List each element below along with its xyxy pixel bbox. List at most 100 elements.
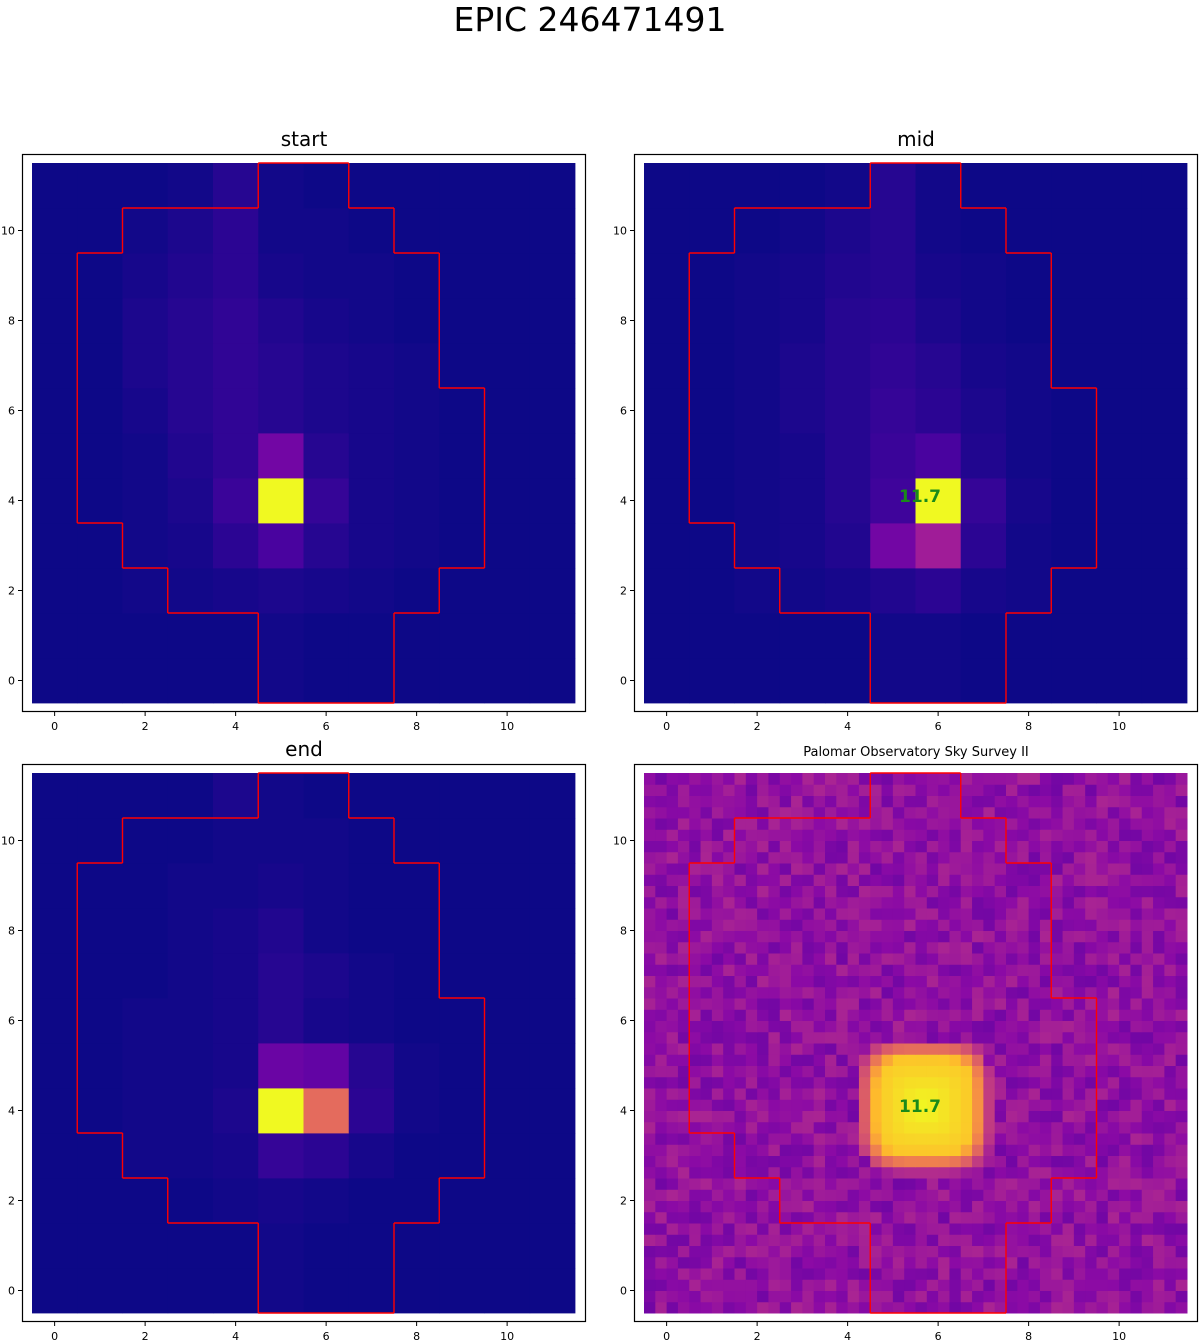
pixel-cell: [213, 388, 259, 434]
pixel-cell: [303, 818, 350, 864]
pixel-cell: [394, 388, 440, 434]
image-pixel: [1073, 896, 1086, 909]
image-pixel: [825, 908, 837, 920]
image-pixel: [983, 930, 996, 943]
image-pixel: [1073, 1054, 1086, 1066]
image-pixel: [1062, 975, 1075, 988]
image-pixel: [768, 1211, 781, 1224]
image-pixel: [938, 806, 950, 819]
image-pixel: [1039, 784, 1052, 796]
image-pixel: [847, 874, 860, 886]
image-pixel: [870, 1144, 883, 1156]
image-pixel: [666, 998, 679, 1010]
image-pixel: [938, 1043, 950, 1055]
image-pixel: [644, 874, 656, 886]
pixel-cell: [167, 523, 214, 569]
image-pixel: [1006, 829, 1018, 841]
image-pixel: [1051, 1110, 1064, 1123]
image-pixel: [791, 1020, 803, 1033]
image-pixel: [983, 1009, 996, 1021]
pixel-cell: [529, 253, 576, 299]
image-pixel: [904, 1133, 916, 1145]
image-pixel: [813, 1189, 826, 1201]
image-pixel: [1096, 773, 1109, 785]
image-pixel: [949, 1301, 962, 1314]
image-pixel: [689, 1031, 702, 1044]
image-pixel: [836, 919, 849, 931]
image-pixel: [1006, 863, 1018, 875]
image-pixel: [644, 1166, 656, 1179]
image-pixel: [1051, 1031, 1064, 1044]
image-pixel: [689, 1043, 702, 1055]
pixel-cell: [348, 568, 395, 614]
image-pixel: [881, 1110, 894, 1123]
image-pixel: [813, 998, 826, 1010]
image-pixel: [1153, 953, 1165, 965]
image-pixel: [745, 1121, 758, 1134]
image-pixel: [1051, 784, 1064, 796]
image-pixel: [1153, 1189, 1165, 1201]
image-pixel: [644, 1009, 656, 1021]
image-pixel: [655, 1043, 668, 1055]
image-pixel: [836, 1009, 849, 1021]
image-pixel: [858, 1290, 871, 1303]
image-pixel: [870, 1054, 883, 1066]
image-pixel: [825, 1178, 837, 1190]
image-pixel: [825, 1268, 837, 1280]
image-pixel: [802, 964, 815, 976]
pixel-cell: [1051, 613, 1097, 659]
image-pixel: [858, 1121, 871, 1134]
image-pixel: [711, 930, 724, 943]
image-pixel: [1107, 1256, 1120, 1269]
image-pixel: [881, 1178, 894, 1190]
image-pixel: [870, 1155, 883, 1168]
image-pixel: [1175, 1178, 1188, 1190]
image-pixel: [1141, 919, 1154, 931]
image-pixel: [870, 1009, 883, 1021]
image-pixel: [858, 1223, 871, 1235]
image-pixel: [723, 1268, 735, 1280]
image-pixel: [1017, 986, 1030, 999]
image-pixel: [972, 964, 984, 976]
image-pixel: [757, 1223, 769, 1235]
pixel-cell: [484, 478, 531, 524]
image-pixel: [1141, 795, 1154, 808]
image-pixel: [1039, 998, 1052, 1010]
image-pixel: [757, 829, 769, 841]
pixel-cell: [32, 908, 78, 954]
image-pixel: [870, 986, 883, 999]
pixel-cell: [870, 433, 916, 479]
image-pixel: [994, 1234, 1007, 1246]
pixel-cell: [779, 388, 826, 434]
image-pixel: [655, 1166, 668, 1179]
image-pixel: [734, 964, 747, 976]
image-pixel: [655, 919, 668, 931]
pixel-cell: [258, 1088, 304, 1134]
image-pixel: [745, 1268, 758, 1280]
image-pixel: [1039, 953, 1052, 965]
image-pixel: [1085, 773, 1097, 785]
image-pixel: [1073, 1133, 1086, 1145]
image-pixel: [1039, 840, 1052, 853]
image-pixel: [1119, 829, 1131, 841]
image-pixel: [1006, 1178, 1018, 1190]
image-pixel: [1062, 1189, 1075, 1201]
image-pixel: [734, 1144, 747, 1156]
pixel-cell: [32, 998, 78, 1044]
x-tick-label: 8: [413, 720, 420, 733]
image-pixel: [802, 840, 815, 853]
image-pixel: [836, 975, 849, 988]
image-pixel: [983, 784, 996, 796]
image-pixel: [1085, 975, 1097, 988]
image-pixel: [666, 1234, 679, 1246]
image-pixel: [1017, 1076, 1030, 1089]
y-tick-label: 0: [620, 675, 627, 688]
image-pixel: [711, 1043, 724, 1055]
image-pixel: [983, 1256, 996, 1269]
pixel-cell: [439, 343, 485, 389]
pixel-cell: [213, 998, 259, 1044]
image-pixel: [1039, 773, 1052, 785]
image-pixel: [915, 1065, 928, 1078]
image-pixel: [689, 851, 702, 864]
image-pixel: [960, 851, 973, 864]
